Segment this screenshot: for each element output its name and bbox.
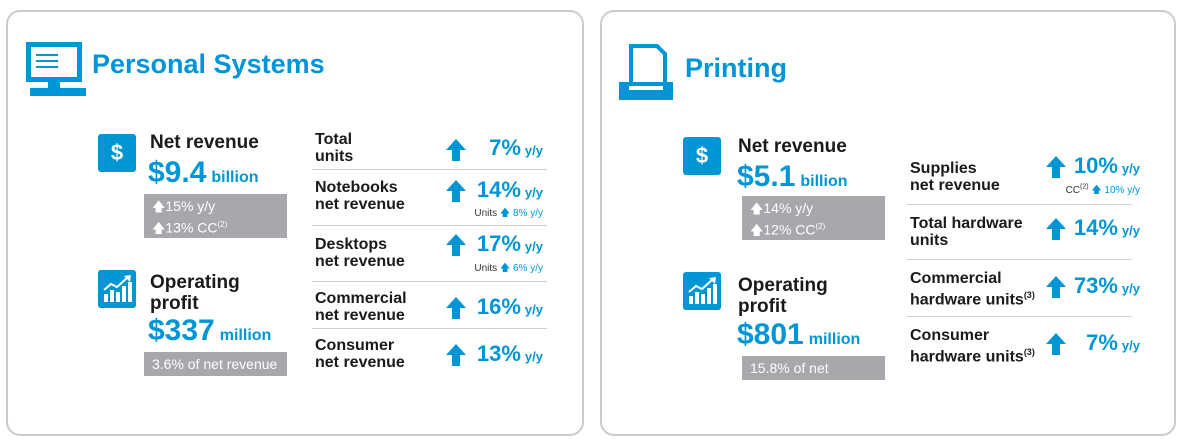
up-arrow-icon	[446, 180, 466, 202]
dollar-icon: $	[683, 137, 721, 175]
net-revenue-value: $5.1 billion	[737, 160, 848, 193]
divider	[312, 225, 547, 226]
dollar-icon: $	[98, 134, 136, 172]
metric-value: 16% y/y	[476, 294, 543, 319]
up-arrow-icon	[446, 344, 466, 366]
up-arrow-icon: 🡅	[750, 222, 764, 238]
divider	[907, 204, 1132, 205]
metric-value: 73% y/y	[1073, 273, 1140, 298]
bar-chart-icon	[98, 270, 136, 308]
metric-label: Consumer net revenue	[315, 337, 405, 371]
up-arrow-icon	[446, 234, 466, 256]
up-arrow-icon	[1046, 218, 1066, 240]
divider	[907, 259, 1132, 260]
operating-profit-label: Operating profit	[738, 275, 828, 317]
printer-icon	[619, 44, 673, 100]
net-revenue-label: Net revenue	[738, 136, 847, 157]
net-revenue-value: $9.4 billion	[148, 156, 259, 189]
up-arrow-icon	[1046, 333, 1066, 355]
up-arrow-icon: 🡅	[499, 263, 511, 274]
metric-label: Notebooks net revenue	[315, 179, 405, 213]
bar-chart-icon	[683, 272, 721, 310]
operating-margin-box: 3.6% of net revenue	[144, 352, 287, 376]
metric-label: Consumer hardware units(3)	[910, 327, 1035, 366]
up-arrow-icon: 🡅	[152, 220, 166, 236]
metric-value: 7% y/y	[1086, 330, 1140, 355]
net-revenue-growth-box: 🡅15% y/y 🡅13% CC(2)	[144, 194, 287, 238]
operating-profit-label: Operating profit	[150, 272, 240, 314]
divider	[312, 328, 547, 329]
divider	[312, 169, 547, 170]
metric-label: Supplies net revenue	[910, 160, 1000, 194]
metric-label: Commercial hardware units(3)	[910, 270, 1035, 309]
up-arrow-icon: 🡅	[750, 201, 764, 216]
up-arrow-icon	[446, 297, 466, 319]
up-arrow-icon: 🡅	[1091, 185, 1102, 196]
metric-value: 14% y/y	[1073, 215, 1140, 240]
net-revenue-growth-box: 🡅14% y/y 🡅12% CC(2)	[742, 196, 885, 240]
metric-sub: CC(2) 🡅 10% y/y	[1065, 183, 1140, 196]
personal-systems-panel	[6, 10, 584, 436]
operating-margin-box: 15.8% of net revenue	[742, 356, 885, 394]
metric-value: 10% y/y	[1073, 153, 1140, 178]
metric-label: Commercial net revenue	[315, 290, 407, 324]
metric-label: Total hardware units	[910, 215, 1023, 249]
up-arrow-icon: 🡅	[152, 199, 166, 214]
metric-sub: Units 🡅 6% y/y	[474, 263, 543, 274]
metric-label: Desktops net revenue	[315, 236, 405, 270]
metric-label: Total units	[315, 131, 354, 165]
metric-value: 7% y/y	[489, 135, 543, 160]
up-arrow-icon	[1046, 276, 1066, 298]
operating-profit-value: $337 million	[148, 314, 272, 347]
divider	[907, 316, 1132, 317]
metric-value: 13% y/y	[476, 341, 543, 366]
monitor-icon	[26, 42, 86, 96]
operating-profit-value: $801 million	[737, 318, 861, 351]
up-arrow-icon: 🡅	[499, 208, 511, 219]
divider	[312, 281, 547, 282]
panel-title: Personal Systems	[92, 49, 325, 79]
up-arrow-icon	[446, 139, 466, 161]
metric-sub: Units 🡅 8% y/y	[474, 208, 543, 219]
printing-panel	[600, 10, 1176, 436]
net-revenue-label: Net revenue	[150, 132, 259, 153]
metric-value: 17% y/y	[476, 231, 543, 256]
panel-title: Printing	[685, 53, 787, 83]
up-arrow-icon	[1046, 156, 1066, 178]
metric-value: 14% y/y	[476, 177, 543, 202]
